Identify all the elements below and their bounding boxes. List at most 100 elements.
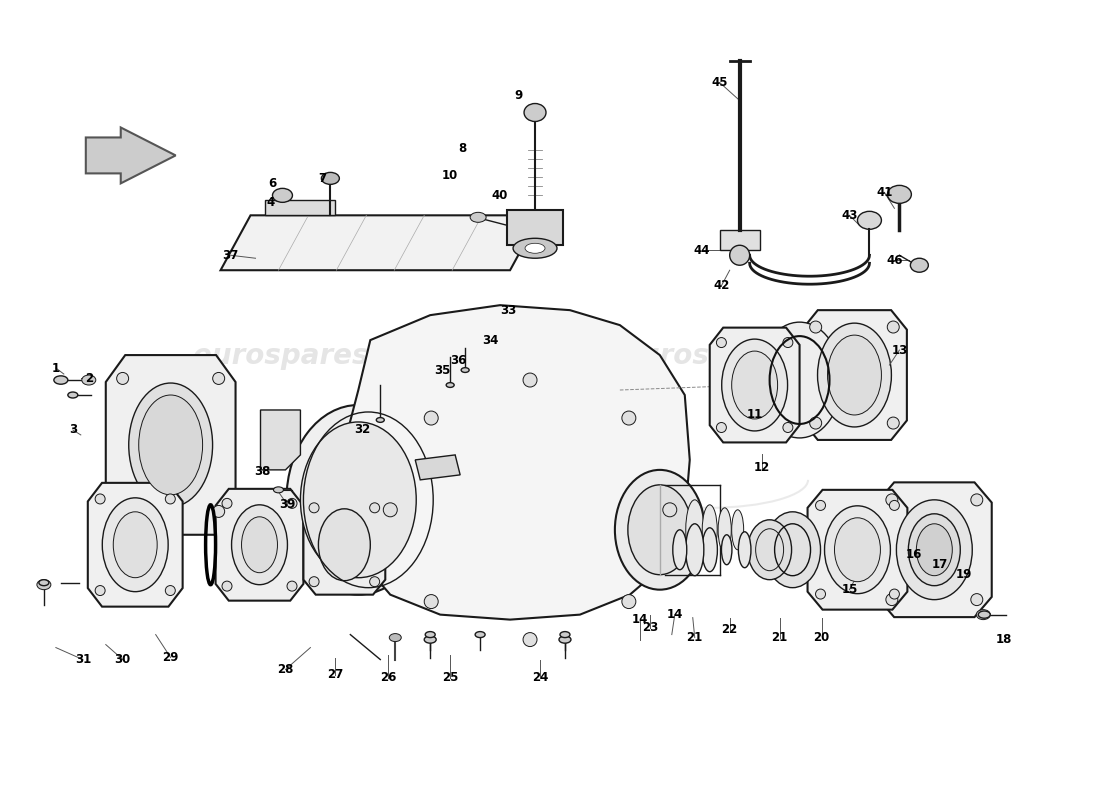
- Text: 39: 39: [279, 498, 296, 511]
- Ellipse shape: [748, 520, 792, 580]
- Text: 22: 22: [722, 623, 738, 636]
- Ellipse shape: [621, 411, 636, 425]
- Ellipse shape: [95, 586, 106, 595]
- Ellipse shape: [738, 532, 751, 568]
- Ellipse shape: [522, 633, 537, 646]
- Polygon shape: [802, 310, 906, 440]
- Text: 4: 4: [266, 196, 275, 209]
- Text: 35: 35: [434, 363, 450, 377]
- Ellipse shape: [461, 368, 469, 373]
- Ellipse shape: [896, 500, 972, 600]
- Ellipse shape: [783, 422, 793, 433]
- Polygon shape: [88, 483, 183, 606]
- Ellipse shape: [300, 422, 416, 578]
- Ellipse shape: [376, 418, 384, 422]
- Ellipse shape: [835, 518, 880, 582]
- Ellipse shape: [68, 392, 78, 398]
- Text: 42: 42: [714, 278, 730, 292]
- Ellipse shape: [389, 634, 402, 642]
- Polygon shape: [221, 215, 540, 270]
- Ellipse shape: [916, 524, 953, 576]
- Ellipse shape: [911, 258, 928, 272]
- Polygon shape: [710, 328, 800, 442]
- Ellipse shape: [673, 530, 686, 570]
- Ellipse shape: [287, 498, 297, 508]
- Text: 41: 41: [877, 186, 892, 199]
- Ellipse shape: [242, 517, 277, 573]
- Text: 34: 34: [482, 334, 498, 346]
- Ellipse shape: [559, 636, 571, 643]
- Ellipse shape: [54, 376, 68, 384]
- Ellipse shape: [685, 524, 704, 576]
- Ellipse shape: [718, 508, 732, 552]
- Polygon shape: [415, 455, 460, 480]
- Polygon shape: [304, 495, 385, 594]
- Polygon shape: [345, 305, 690, 620]
- Text: 37: 37: [222, 249, 239, 262]
- Polygon shape: [265, 200, 336, 215]
- Ellipse shape: [815, 589, 825, 599]
- Text: 6: 6: [268, 177, 276, 190]
- Ellipse shape: [978, 611, 990, 618]
- Text: 14: 14: [667, 608, 683, 621]
- Ellipse shape: [273, 188, 293, 202]
- Ellipse shape: [475, 631, 485, 638]
- Ellipse shape: [764, 512, 821, 588]
- Text: 8: 8: [458, 142, 466, 155]
- Text: 12: 12: [754, 462, 770, 474]
- Ellipse shape: [663, 503, 676, 517]
- Ellipse shape: [628, 485, 692, 574]
- Ellipse shape: [139, 395, 202, 495]
- Ellipse shape: [971, 594, 982, 606]
- Ellipse shape: [274, 487, 284, 493]
- Text: 2: 2: [85, 371, 92, 385]
- Ellipse shape: [522, 373, 537, 387]
- Ellipse shape: [309, 503, 319, 513]
- Text: 36: 36: [450, 354, 466, 366]
- Text: 23: 23: [641, 621, 658, 634]
- Polygon shape: [261, 410, 300, 470]
- Ellipse shape: [886, 594, 898, 606]
- Text: 1: 1: [52, 362, 59, 374]
- Text: 18: 18: [996, 633, 1012, 646]
- Text: 46: 46: [887, 254, 903, 266]
- Text: 28: 28: [277, 663, 294, 676]
- Ellipse shape: [286, 405, 430, 594]
- Ellipse shape: [890, 589, 900, 599]
- Ellipse shape: [685, 500, 704, 560]
- Ellipse shape: [222, 581, 232, 591]
- Ellipse shape: [977, 610, 990, 620]
- Ellipse shape: [732, 351, 778, 419]
- Ellipse shape: [702, 528, 717, 572]
- Text: 13: 13: [891, 343, 908, 357]
- Ellipse shape: [212, 506, 224, 518]
- Ellipse shape: [810, 321, 822, 333]
- Text: 29: 29: [163, 651, 179, 664]
- Text: eurospares: eurospares: [194, 342, 368, 370]
- Ellipse shape: [827, 335, 881, 415]
- Polygon shape: [807, 490, 908, 610]
- Text: 26: 26: [381, 671, 396, 684]
- Ellipse shape: [825, 506, 890, 594]
- Ellipse shape: [716, 338, 726, 347]
- Text: 14: 14: [631, 613, 648, 626]
- Text: 7: 7: [318, 172, 327, 185]
- Text: 10: 10: [442, 169, 459, 182]
- Polygon shape: [719, 230, 760, 250]
- Ellipse shape: [888, 321, 899, 333]
- Text: 27: 27: [327, 668, 343, 681]
- Text: 21: 21: [771, 631, 788, 644]
- Ellipse shape: [426, 631, 436, 638]
- Text: 15: 15: [842, 583, 858, 596]
- Polygon shape: [106, 355, 235, 534]
- Ellipse shape: [890, 501, 900, 510]
- Ellipse shape: [615, 470, 705, 590]
- Ellipse shape: [524, 103, 546, 122]
- Ellipse shape: [909, 514, 960, 586]
- Ellipse shape: [81, 375, 96, 385]
- Ellipse shape: [37, 580, 51, 590]
- Ellipse shape: [102, 498, 168, 592]
- Ellipse shape: [525, 243, 544, 254]
- Ellipse shape: [39, 580, 48, 586]
- Ellipse shape: [95, 494, 106, 504]
